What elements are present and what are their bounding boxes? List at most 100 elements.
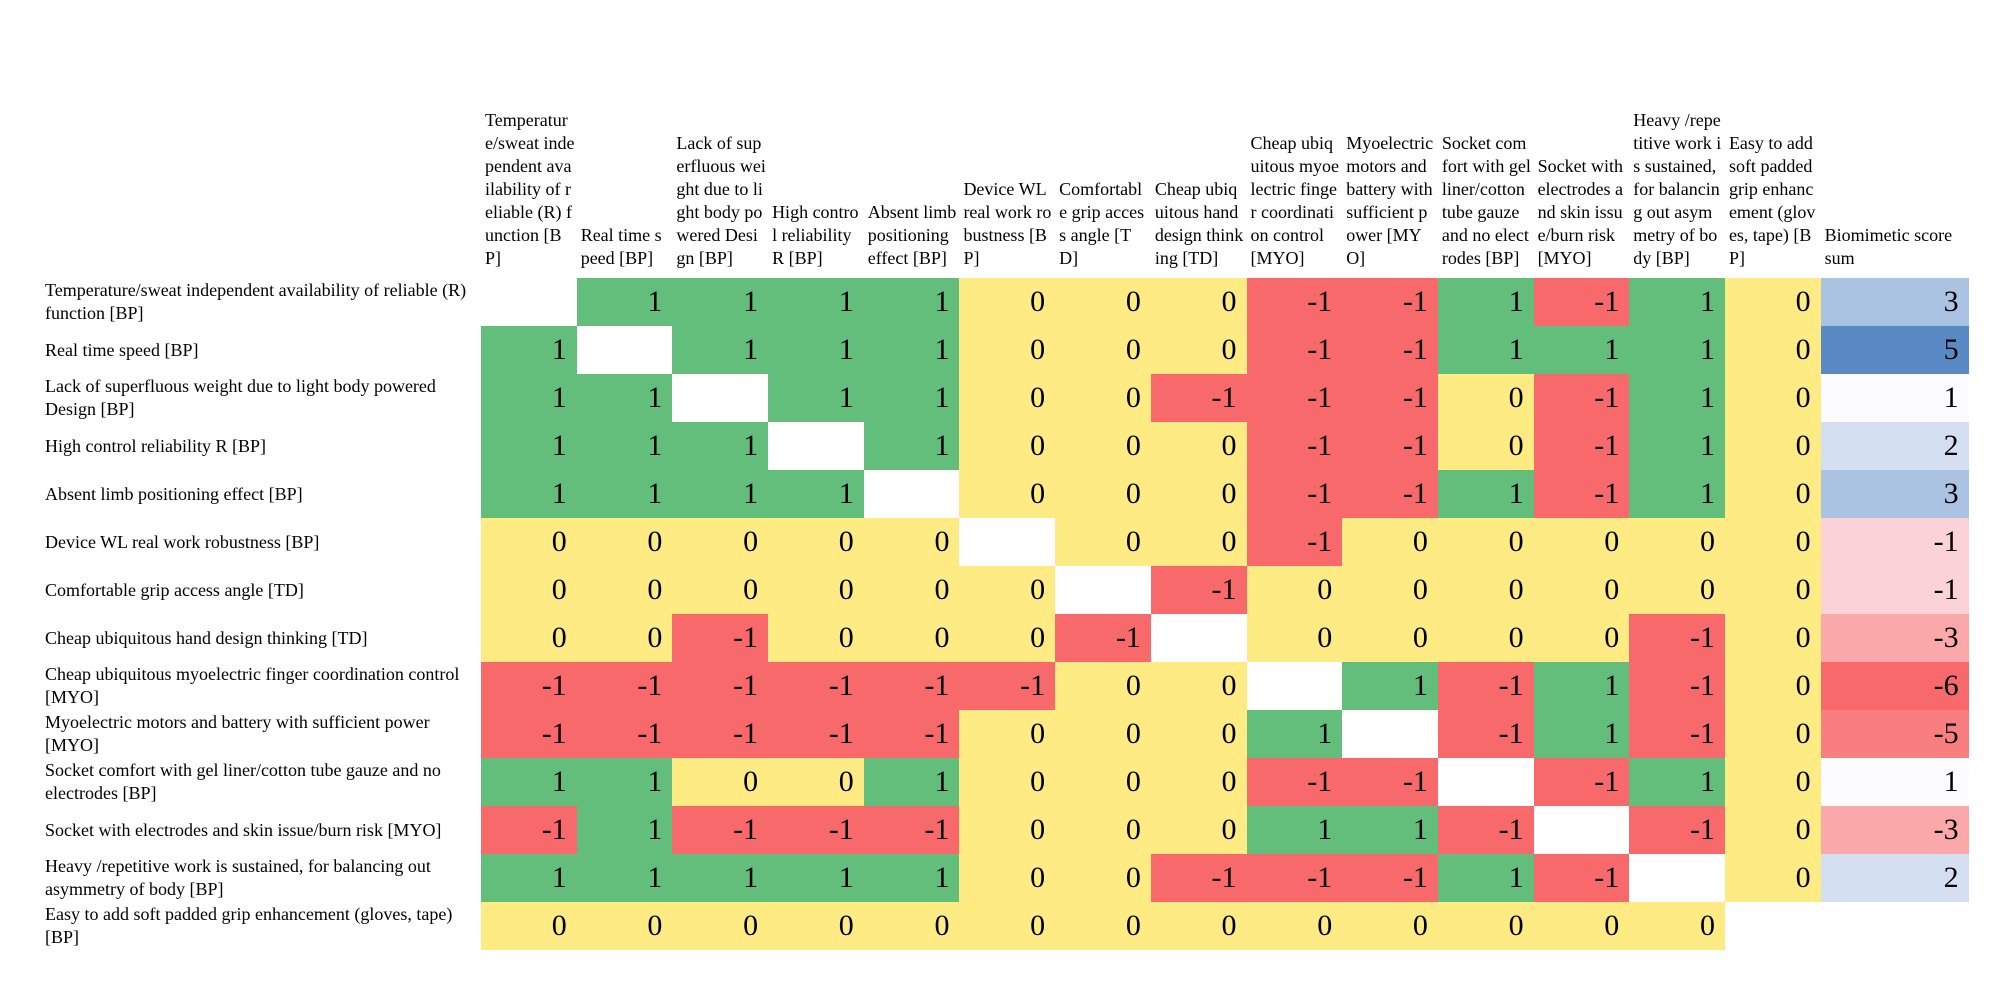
sum-cell: 5 (1820, 326, 1969, 374)
score-cell: 0 (1724, 422, 1821, 470)
score-cell: -1 (1246, 758, 1343, 806)
score-cell: 1 (672, 854, 769, 902)
score-cell: -1 (863, 710, 960, 758)
score-cell: 1 (863, 758, 960, 806)
score-cell: -1 (1246, 374, 1343, 422)
score-cell: 0 (576, 614, 673, 662)
score-cell: -1 (1533, 374, 1630, 422)
score-cell: 1 (1629, 326, 1725, 374)
row-label: Cheap ubiquitous myoelectric finger coor… (45, 664, 460, 707)
score-cell: 0 (1629, 518, 1725, 566)
column-header: Socket with electrodes and skin issue/bu… (1537, 156, 1624, 268)
score-cell: -1 (1246, 854, 1343, 902)
score-cell: 0 (959, 470, 1056, 518)
score-cell: 0 (576, 902, 673, 950)
score-cell: 1 (481, 422, 577, 470)
score-cell: 0 (1150, 758, 1247, 806)
diagonal-cell (1342, 710, 1438, 758)
column-header: High control reliability R [BP] (772, 202, 859, 268)
score-cell: 0 (1724, 374, 1821, 422)
sum-cell: -3 (1820, 806, 1969, 854)
score-cell: -1 (768, 662, 864, 710)
score-cell: -1 (1150, 374, 1247, 422)
score-cell: 0 (481, 614, 577, 662)
sum-cell: 3 (1820, 278, 1969, 326)
score-cell: 1 (576, 374, 673, 422)
score-cell: 0 (959, 422, 1056, 470)
score-cell: 1 (1246, 710, 1343, 758)
score-cell: 0 (959, 614, 1056, 662)
score-cell: 0 (959, 854, 1056, 902)
diagonal-cell (1246, 662, 1343, 710)
score-cell: -1 (959, 662, 1056, 710)
sum-cell: 3 (1820, 470, 1969, 518)
score-cell: -1 (863, 662, 960, 710)
score-cell: 0 (1246, 566, 1343, 614)
score-cell: 0 (1055, 326, 1151, 374)
score-cell: 1 (1629, 278, 1725, 326)
score-cell: 1 (768, 326, 864, 374)
score-cell: -1 (1055, 614, 1151, 662)
score-cell: 0 (768, 758, 864, 806)
score-cell: 1 (672, 326, 769, 374)
score-cell: 0 (1150, 806, 1247, 854)
score-cell: 1 (1342, 662, 1438, 710)
score-cell: 0 (768, 614, 864, 662)
sum-cell: -1 (1820, 566, 1969, 614)
score-cell: 0 (1055, 902, 1151, 950)
table-row: Cheap ubiquitous myoelectric finger coor… (45, 662, 1969, 710)
score-cell: 1 (672, 470, 769, 518)
column-header: Absent limb positioning effect [BP] (867, 202, 957, 268)
score-cell: -1 (1437, 806, 1534, 854)
score-cell: 0 (576, 518, 673, 566)
row-label: Real time speed [BP] (45, 339, 199, 360)
score-cell: 0 (1055, 518, 1151, 566)
score-cell: -1 (1246, 278, 1343, 326)
score-cell: 0 (481, 518, 577, 566)
table-row: Lack of superfluous weight due to light … (45, 374, 1969, 422)
column-header: Myoelectric motors and battery with suff… (1346, 133, 1434, 268)
score-cell: 0 (1246, 614, 1343, 662)
column-header: Lack of superfluous weight due to light … (676, 133, 766, 268)
score-cell: 0 (1437, 902, 1534, 950)
sum-cell: 2 (1820, 854, 1969, 902)
table-row: Socket with electrodes and skin issue/bu… (45, 806, 1969, 854)
score-cell: -1 (1246, 518, 1343, 566)
score-cell: -1 (1629, 662, 1725, 710)
diagonal-cell (576, 326, 673, 374)
score-cell: 0 (1150, 422, 1247, 470)
score-cell: 1 (863, 374, 960, 422)
column-header: Cheap ubiquitous myoelectric finger coor… (1250, 133, 1340, 268)
row-label: Socket comfort with gel liner/cotton tub… (45, 760, 441, 803)
diagonal-cell (959, 518, 1056, 566)
score-cell: 0 (1150, 902, 1247, 950)
column-header: Easy to add soft padded grip enhancement… (1728, 133, 1816, 268)
score-cell: 1 (576, 854, 673, 902)
score-cell: 0 (1055, 758, 1151, 806)
column-header: Comfortable grip access angle [TD] (1059, 179, 1145, 268)
score-cell: 0 (1055, 710, 1151, 758)
score-cell: 0 (1246, 902, 1343, 950)
score-cell: 0 (959, 374, 1056, 422)
score-cell: 0 (1724, 470, 1821, 518)
score-cell: 0 (1342, 614, 1438, 662)
score-cell: 0 (1724, 278, 1821, 326)
score-cell: -1 (1533, 278, 1630, 326)
score-cell: 1 (1629, 374, 1725, 422)
score-cell: -1 (1533, 422, 1630, 470)
score-cell: 1 (576, 758, 673, 806)
score-cell: 0 (576, 566, 673, 614)
score-cell: -1 (1246, 470, 1343, 518)
score-cell: 0 (1629, 566, 1725, 614)
score-cell: 0 (1724, 854, 1821, 902)
score-cell: 0 (1055, 470, 1151, 518)
score-cell: -1 (1246, 422, 1343, 470)
diagonal-cell (863, 470, 960, 518)
empty-cell (1821, 902, 1969, 950)
score-cell: 0 (1055, 278, 1151, 326)
diagonal-cell (672, 374, 769, 422)
score-cell: -1 (1437, 662, 1534, 710)
score-cell: 1 (863, 854, 960, 902)
diagonal-cell (1724, 902, 1821, 950)
